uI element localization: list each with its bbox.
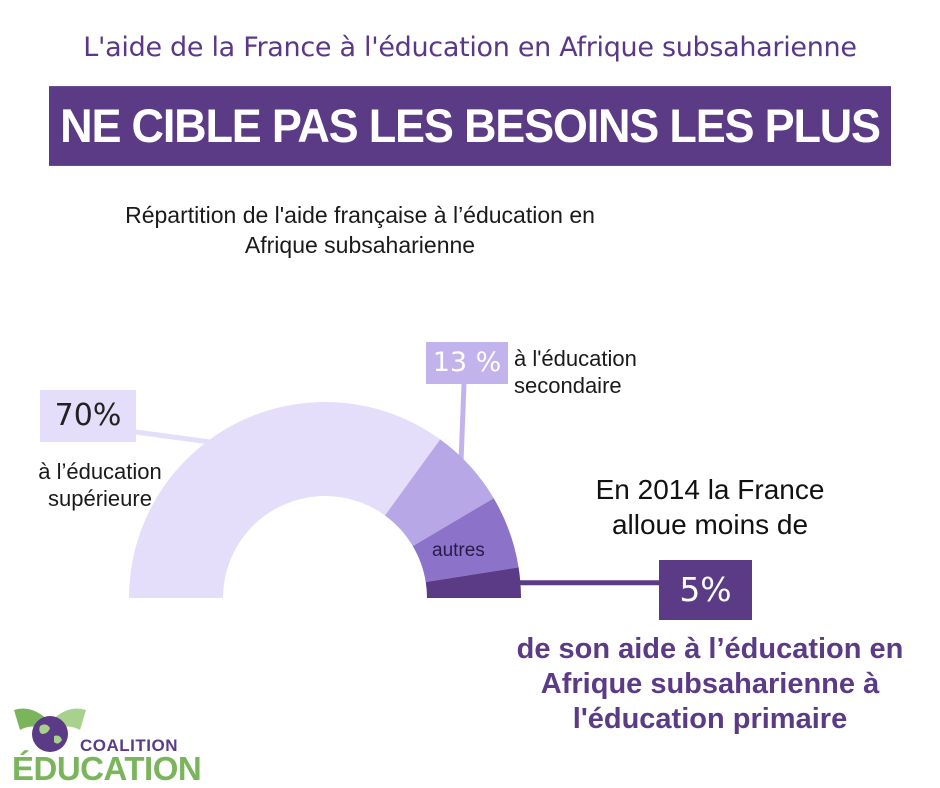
label-superieure-line2: supérieure [48,486,152,511]
label-secondaire: à l'éducation secondaire [514,345,674,399]
value-box-primaire: 5% [659,560,752,620]
label-secondaire-line2: secondaire [514,373,622,398]
supertitle: L'aide de la France à l'éducation en Afr… [83,32,857,63]
callout-conclusion-line3: l'éducation primaire [572,703,848,735]
label-secondaire-line1: à l'éducation [514,346,637,371]
logo-text-coalition: COALITION [80,736,178,755]
connector-lines [135,383,659,586]
slice-secondaire [384,439,494,547]
label-autres: autres [432,540,485,561]
coalition-education-logo: COALITION ÉDUCATION [10,700,202,787]
value-box-secondaire: 13 % [426,342,508,384]
slice-primaire [425,567,521,598]
slice-superieure [129,402,441,598]
headline-banner: NE CIBLE PAS LES BESOINS LES PLUS IMPORT… [49,86,891,232]
label-superieure-line1: à l’éducation [38,459,162,484]
chart-title: Répartition de l'aide française à l’éduc… [125,202,595,258]
label-superieure: à l’éducation supérieure [20,458,180,512]
value-box-superieure: 70% [40,390,136,442]
callout-intro-line1: En 2014 la France [595,474,825,505]
slice-autres [412,498,519,583]
callout-conclusion-line1: de son aide à l’éducation en [516,633,904,665]
connector-superieure [135,429,211,445]
connector-secondaire [458,383,467,463]
logo-text-education: ÉDUCATION [12,750,202,787]
callout-intro-line2: alloue moins de [611,509,809,540]
globe-book-icon [14,708,86,752]
donut-slices [129,402,521,598]
callout-conclusion: de son aide à l’éducation en Afrique sub… [490,632,930,737]
callout-intro: En 2014 la France alloue moins de [560,472,860,542]
callout-conclusion-line2: Afrique subsaharienne à [540,668,880,700]
